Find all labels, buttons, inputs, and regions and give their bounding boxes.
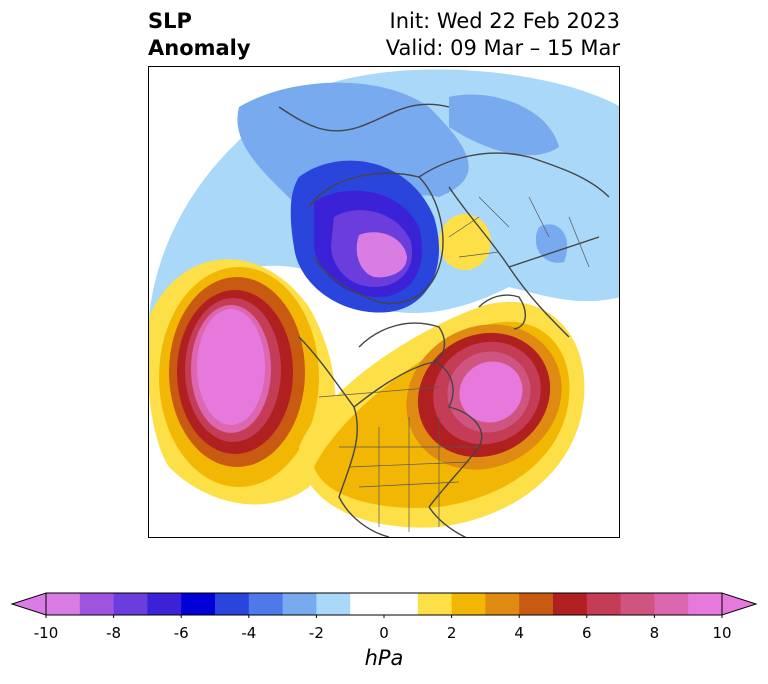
colorbar-bin	[248, 593, 284, 615]
colorbar-tick-label: -4	[241, 624, 257, 642]
valid-range-text: Valid: 09 Mar – 15 Mar	[385, 36, 620, 60]
colorbar-bin	[654, 593, 689, 615]
colorbar-bin	[688, 593, 723, 615]
colorbar-tick-label: 10	[712, 624, 732, 642]
colorbar-bin	[586, 593, 622, 615]
colorbar-bin	[620, 593, 655, 615]
slp-anomaly-map	[149, 67, 619, 537]
init-date-text: Init: Wed 22 Feb 2023	[389, 9, 620, 33]
colorbar-tick-label: -2	[308, 624, 324, 642]
colorbar-bin	[316, 593, 351, 615]
colorbar-bin	[79, 593, 115, 615]
colorbar-bin	[46, 593, 81, 615]
colorbar-bin	[113, 593, 148, 615]
colorbar-bin	[282, 593, 317, 615]
map-panel	[148, 66, 620, 538]
neg-anomaly-siberia	[449, 94, 559, 156]
colorbar-bin	[350, 593, 385, 615]
colorbar-extend-min	[10, 592, 47, 616]
colorbar-tick-label: 0	[379, 624, 389, 642]
colorbar-bin	[485, 593, 520, 615]
high-scandinavia	[439, 214, 491, 270]
colorbar-unit-label: hPa	[364, 646, 404, 670]
colorbar-bin	[215, 593, 250, 615]
colorbar-tick-label: -10	[33, 624, 59, 642]
political-borders	[318, 196, 590, 532]
colorbar-extend-max	[721, 592, 758, 616]
map-title: SLP Anomaly	[148, 8, 251, 62]
high-pacific-10	[197, 309, 265, 425]
coastlines	[278, 103, 610, 537]
colorbar-tick-label: 2	[446, 624, 457, 642]
colorbar-tick-label: -6	[173, 624, 189, 642]
colorbar-bin	[147, 593, 182, 615]
map-subtitle: Init: Wed 22 Feb 2023 Valid: 09 Mar – 15…	[386, 8, 620, 62]
colorbar-bin	[553, 593, 588, 615]
title-left-line2: Anomaly	[148, 36, 251, 60]
colorbar-bin	[181, 593, 216, 615]
colorbar-tick-label: 6	[582, 624, 592, 642]
colorbar	[10, 592, 758, 618]
high-atlantic-10	[459, 361, 523, 423]
title-left-line1: SLP	[148, 9, 192, 33]
colorbar-bin	[384, 593, 419, 615]
neg-anomaly-east-asia	[535, 224, 568, 263]
colorbar-tick-label: 8	[649, 624, 660, 642]
colorbar-bin	[417, 593, 453, 615]
colorbar-tick-label: 4	[514, 624, 524, 642]
colorbar-tick-label: -8	[106, 624, 122, 642]
low-contour-10	[356, 232, 407, 278]
colorbar-bin	[451, 593, 486, 615]
colorbar-bin	[519, 593, 554, 615]
